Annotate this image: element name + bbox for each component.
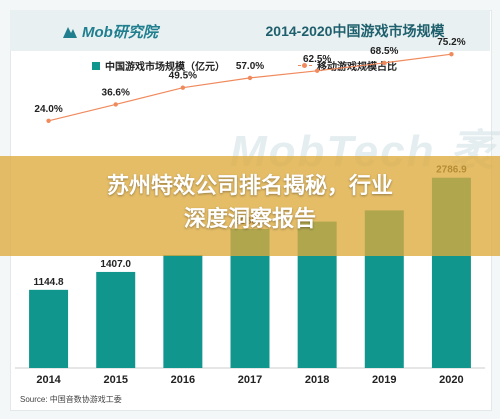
share-label-2018: 62.5%	[303, 54, 331, 65]
x-tick-2019: 2019	[372, 374, 396, 386]
share-point-2020	[449, 52, 454, 57]
share-point-2019	[382, 60, 387, 66]
x-tick-2020: 2020	[439, 374, 463, 386]
overlay-banner	[0, 156, 500, 256]
share-label-2015: 36.6%	[102, 87, 130, 98]
legend-swatch-line	[298, 63, 312, 68]
share-point-2016	[180, 85, 186, 90]
x-tick-2018: 2018	[305, 374, 329, 386]
share-label-2014: 24.0%	[34, 104, 62, 115]
banner-line-1: 苏州特效公司排名揭秘，行业	[106, 174, 393, 199]
banner-headline: 苏州特效公司排名揭秘，行业 深度洞察报告	[0, 170, 500, 236]
bar-2016	[163, 254, 203, 368]
x-tick-2015: 2015	[103, 374, 127, 386]
share-label-2016: 49.5%	[169, 71, 197, 82]
bar-label-2015: 1407.0	[100, 259, 131, 270]
legend-swatch-bars	[92, 61, 100, 70]
logo-text: Mob研究院	[82, 23, 158, 41]
legend-item-line: 移动游戏规模占比	[298, 58, 397, 73]
chart-header	[10, 10, 490, 51]
mob-logo: Mob研究院	[62, 20, 158, 42]
bar-2014	[29, 289, 69, 368]
share-label-2017: 57.0%	[236, 61, 264, 72]
bar-label-2014: 1144.8	[34, 277, 64, 288]
chart-title: 2014-2020中国游戏市场规模	[265, 23, 445, 39]
share-point-2014	[46, 118, 51, 124]
x-tick-2017: 2017	[238, 374, 262, 386]
legend-item-bars: 中国游戏市场规模（亿元）	[92, 58, 225, 73]
legend-label-bars: 中国游戏市场规模（亿元）	[105, 62, 225, 73]
x-tick-2014: 2014	[36, 374, 61, 386]
chart-legend: 中国游戏市场规模（亿元） 移动游戏规模占比	[0, 55, 500, 73]
share-label-2020: 75.2%	[437, 37, 465, 48]
mob-logo-icon	[63, 27, 77, 38]
banner-line-2: 深度洞察报告	[183, 207, 316, 232]
source-note: Source: 中国音数协游戏工委	[20, 395, 122, 404]
share-label-2019: 68.5%	[370, 46, 398, 57]
legend-label-line: 移动游戏规模占比	[317, 62, 397, 73]
share-point-2015	[113, 102, 118, 107]
share-point-2018	[314, 68, 320, 73]
share-point-2017	[247, 75, 253, 81]
bar-2015	[96, 271, 136, 368]
x-tick-2016: 2016	[171, 374, 195, 386]
